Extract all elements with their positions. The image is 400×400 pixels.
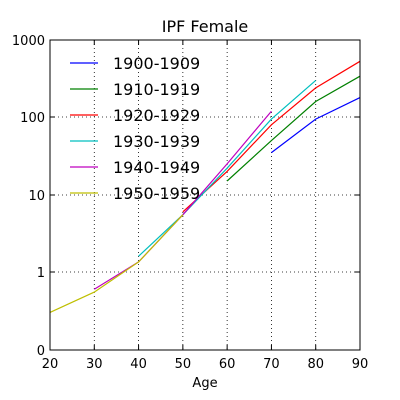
x-tick-label: 80 (307, 357, 324, 372)
series-line-1950-1959 (49, 214, 184, 313)
series-line-1900-1909 (271, 97, 361, 154)
legend-label: 1940-1949 (113, 158, 200, 177)
x-tick-label: 90 (352, 357, 369, 372)
y-tick-label: 1 (37, 266, 45, 281)
legend: 1900-1909 1910-1919 1920-1929 1930-1939 1940… (70, 54, 200, 203)
series-line-1930-1939 (138, 79, 317, 257)
x-tick-label: 20 (42, 357, 59, 372)
x-tick-label: 60 (219, 357, 236, 372)
plot-series (49, 60, 361, 313)
chart-title: IPF Female (162, 17, 249, 36)
legend-label: 1950-1959 (113, 184, 200, 203)
x-tick-label: 40 (130, 357, 147, 372)
x-tick-label: 30 (86, 357, 103, 372)
x-axis-label: Age (192, 376, 217, 391)
x-tick-label: 50 (175, 357, 192, 372)
x-tick-label: 70 (263, 357, 280, 372)
y-tick-label: 1000 (12, 34, 45, 49)
legend-label: 1930-1939 (113, 132, 200, 151)
y-tick-label: 0 (37, 344, 45, 359)
y-tick-label: 100 (20, 111, 45, 126)
series-line-1920-1929 (182, 60, 361, 213)
legend-label: 1900-1909 (113, 54, 200, 73)
y-tick-label: 10 (28, 189, 45, 204)
legend-label: 1920-1929 (113, 106, 200, 125)
axis-ticks: 20 30 40 50 60 70 80 90 0 1 10 100 1000 (12, 34, 368, 372)
series-line-1910-1919 (226, 75, 361, 182)
legend-label: 1910-1919 (113, 80, 200, 99)
